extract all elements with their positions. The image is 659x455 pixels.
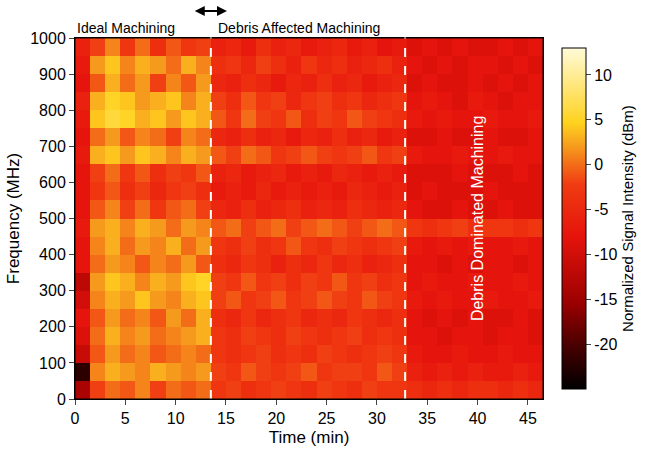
svg-text:300: 300 [39, 282, 66, 299]
svg-text:15: 15 [217, 410, 235, 427]
svg-text:45: 45 [519, 410, 537, 427]
svg-text:Debris Dominated Machining: Debris Dominated Machining [469, 116, 486, 321]
svg-text:Debris Affected Machining: Debris Affected Machining [218, 20, 380, 36]
svg-text:30: 30 [368, 410, 386, 427]
svg-text:Normalized Signal Intensity (d: Normalized Signal Intensity (dBm) [619, 105, 636, 332]
svg-text:-10: -10 [594, 246, 617, 263]
svg-text:40: 40 [469, 410, 487, 427]
svg-text:400: 400 [39, 246, 66, 263]
svg-text:Time (min): Time (min) [269, 428, 350, 447]
svg-text:0: 0 [57, 391, 66, 408]
svg-text:35: 35 [418, 410, 436, 427]
svg-text:600: 600 [39, 174, 66, 191]
svg-text:900: 900 [39, 66, 66, 83]
svg-text:20: 20 [267, 410, 285, 427]
svg-text:200: 200 [39, 318, 66, 335]
svg-text:10: 10 [167, 410, 185, 427]
svg-text:Frequency (MHz): Frequency (MHz) [4, 153, 23, 284]
svg-text:800: 800 [39, 102, 66, 119]
svg-text:0: 0 [71, 410, 80, 427]
svg-text:-15: -15 [594, 291, 617, 308]
svg-text:1000: 1000 [30, 30, 66, 47]
svg-text:100: 100 [39, 355, 66, 372]
svg-text:-5: -5 [594, 201, 608, 218]
svg-text:5: 5 [121, 410, 130, 427]
svg-text:Ideal Machining: Ideal Machining [77, 20, 175, 36]
svg-text:5: 5 [594, 111, 603, 128]
svg-text:700: 700 [39, 138, 66, 155]
svg-text:-20: -20 [594, 336, 617, 353]
svg-text:25: 25 [318, 410, 336, 427]
svg-text:10: 10 [594, 67, 612, 84]
svg-text:0: 0 [594, 156, 603, 173]
svg-text:500: 500 [39, 210, 66, 227]
